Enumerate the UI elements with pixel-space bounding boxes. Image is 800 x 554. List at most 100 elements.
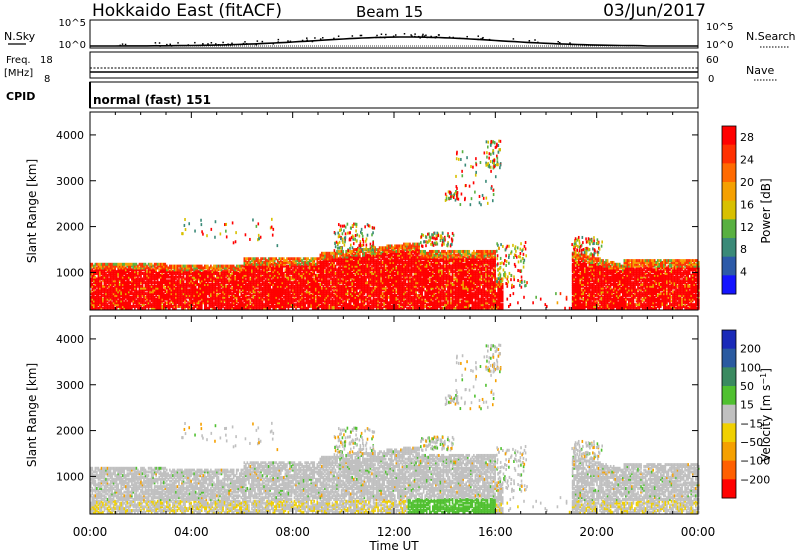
power-cell	[134, 304, 136, 308]
power-cell	[185, 304, 188, 308]
power-cell	[220, 290, 223, 294]
power-cell	[129, 297, 132, 301]
power-cell	[238, 304, 241, 308]
power-cell	[360, 264, 363, 268]
nsky-speck	[482, 36, 484, 39]
power-cell	[129, 262, 132, 266]
power-cell	[123, 293, 126, 297]
nsky-speck	[256, 40, 259, 42]
power-cell	[152, 286, 154, 290]
power-cell	[188, 301, 191, 305]
power-cell	[156, 277, 159, 281]
power-cell	[235, 271, 238, 275]
power-cell	[159, 270, 162, 274]
power-cell	[111, 284, 113, 288]
power-cell	[184, 303, 186, 307]
power-cell	[123, 288, 126, 292]
power-cell	[128, 262, 130, 266]
power-cell	[117, 281, 119, 285]
nsky-speck	[170, 45, 173, 47]
power-cell	[108, 264, 110, 268]
power-cell	[99, 301, 101, 305]
power-cell	[97, 284, 100, 288]
power-cell	[321, 251, 323, 255]
power-cell	[226, 266, 229, 270]
power-cell	[197, 292, 200, 296]
power-cell	[231, 292, 233, 296]
power-cell	[208, 270, 211, 274]
power-cell	[204, 306, 206, 310]
power-cell	[153, 303, 156, 307]
power-cell	[167, 275, 170, 279]
power-cell	[188, 293, 191, 297]
power-cell	[208, 266, 211, 270]
power-cell	[164, 290, 167, 294]
power-cell	[205, 301, 208, 305]
power-cell	[313, 257, 316, 261]
power-cell	[90, 299, 92, 303]
power-cell	[220, 295, 223, 299]
power-cell	[231, 303, 233, 307]
power-cell	[188, 268, 191, 272]
nsky-speck	[337, 35, 340, 37]
power-cell	[210, 290, 212, 294]
power-cell	[266, 295, 268, 299]
power-cell	[141, 286, 144, 290]
power-cell	[97, 266, 100, 270]
power-cell	[175, 299, 177, 303]
nsky-speck	[202, 43, 204, 45]
power-cell	[240, 292, 243, 296]
power-cell	[304, 301, 306, 305]
power-cell	[97, 279, 100, 283]
power-cell	[245, 266, 247, 270]
power-cell	[228, 279, 230, 283]
power-cell	[118, 275, 121, 279]
power-cell	[120, 286, 122, 290]
power-cell	[214, 282, 217, 286]
power-cell	[223, 284, 226, 288]
power-cell	[158, 292, 160, 296]
power-cell	[238, 297, 241, 301]
power-cell	[246, 266, 249, 270]
power-cell	[223, 270, 226, 274]
power-cell	[112, 275, 115, 279]
power-cell	[124, 286, 127, 290]
power-cell	[120, 268, 122, 272]
power-cell	[170, 268, 173, 272]
power-cell	[164, 281, 167, 285]
power-cell	[102, 286, 104, 290]
power-cell	[211, 288, 214, 292]
power-cell	[197, 301, 200, 305]
power-cell	[237, 275, 240, 279]
power-cell	[123, 262, 126, 266]
power-cell	[129, 273, 132, 277]
power-cell	[161, 273, 164, 277]
power-cell	[245, 281, 247, 285]
power-cell	[137, 304, 139, 308]
power-cell	[128, 288, 130, 292]
power-cell	[135, 299, 138, 303]
power-cell	[184, 306, 186, 310]
power-cell	[231, 281, 233, 285]
power-cell	[184, 293, 186, 297]
power-cell	[181, 288, 183, 292]
power-cell	[219, 295, 221, 299]
power-cell	[216, 303, 218, 307]
power-cell	[115, 290, 118, 294]
power-cell	[159, 277, 162, 281]
power-cell	[278, 257, 281, 261]
power-cell	[302, 288, 305, 292]
nsky-speck	[322, 37, 324, 39]
power-cell	[245, 295, 247, 299]
power-cell	[120, 304, 122, 308]
power-cell	[115, 271, 118, 275]
power-cell	[210, 301, 212, 305]
power-cell	[228, 282, 230, 286]
power-cell	[269, 304, 271, 308]
power-cell	[194, 268, 197, 272]
power-cell	[337, 306, 340, 310]
power-cell	[97, 301, 100, 305]
power-cell	[96, 292, 98, 296]
power-cell	[204, 286, 206, 290]
power-cell	[293, 257, 296, 261]
